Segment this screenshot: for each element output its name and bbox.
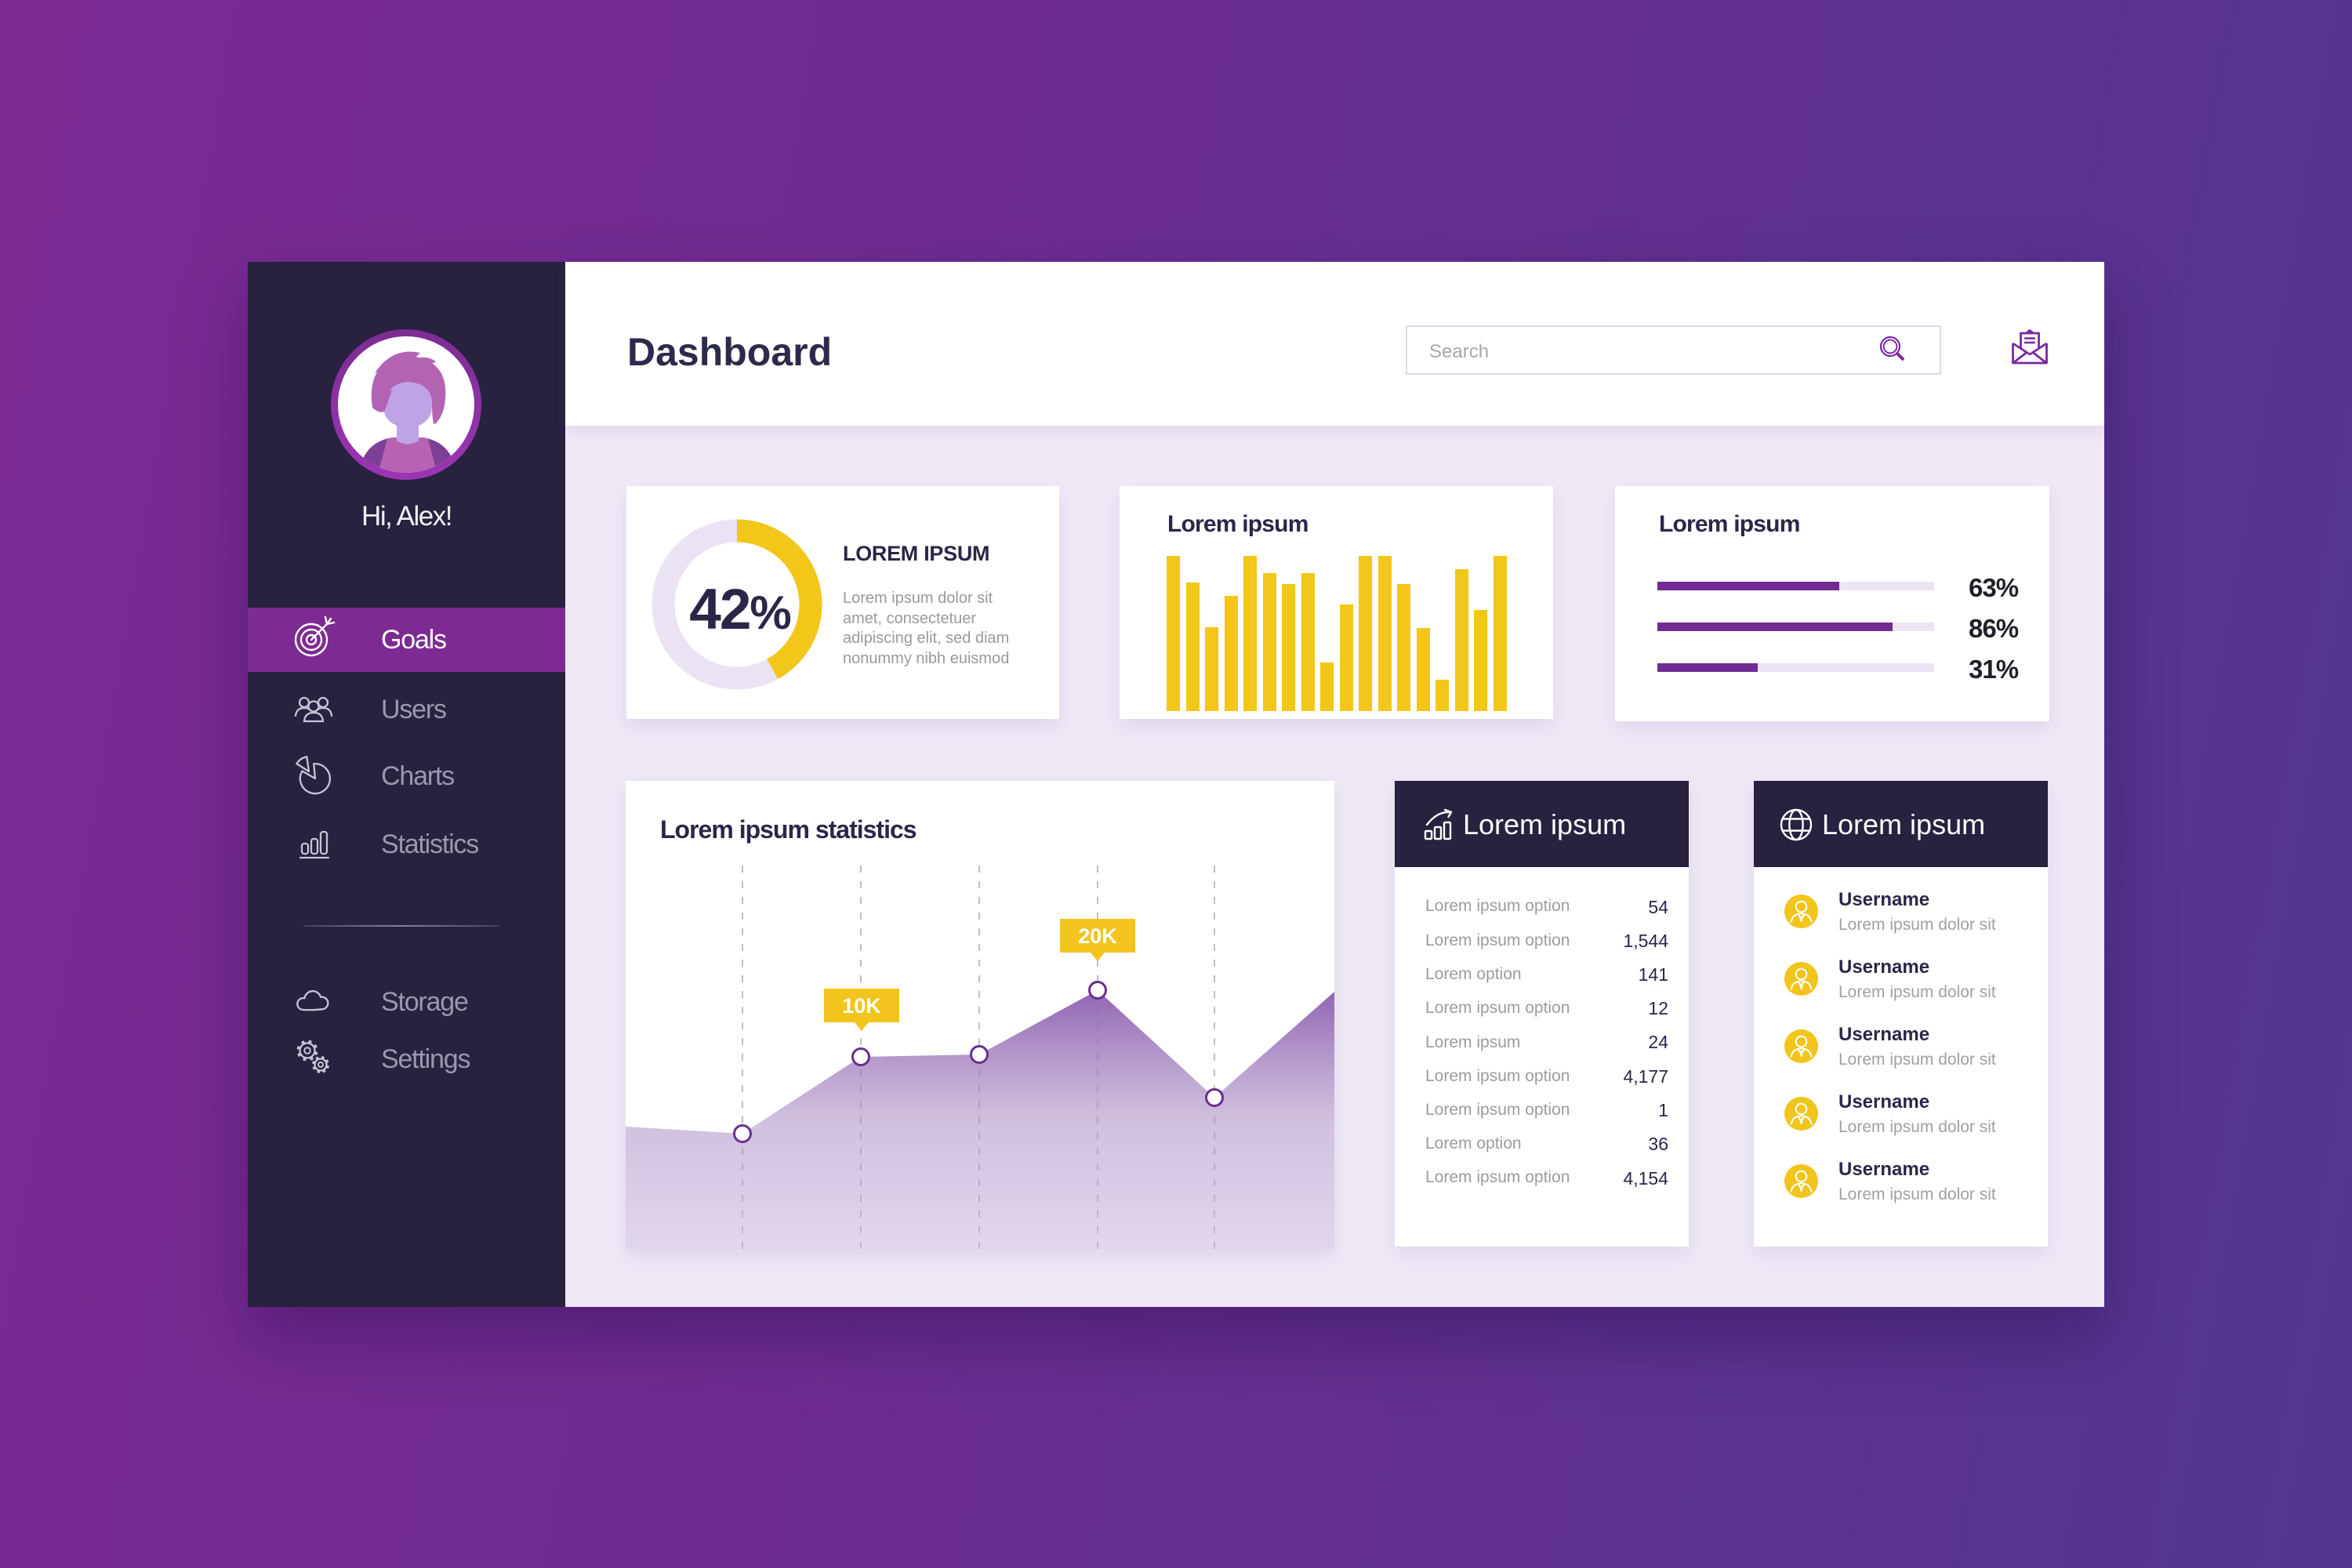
svg-text:10K: 10K	[842, 994, 881, 1018]
svg-text:20K: 20K	[1078, 924, 1117, 948]
